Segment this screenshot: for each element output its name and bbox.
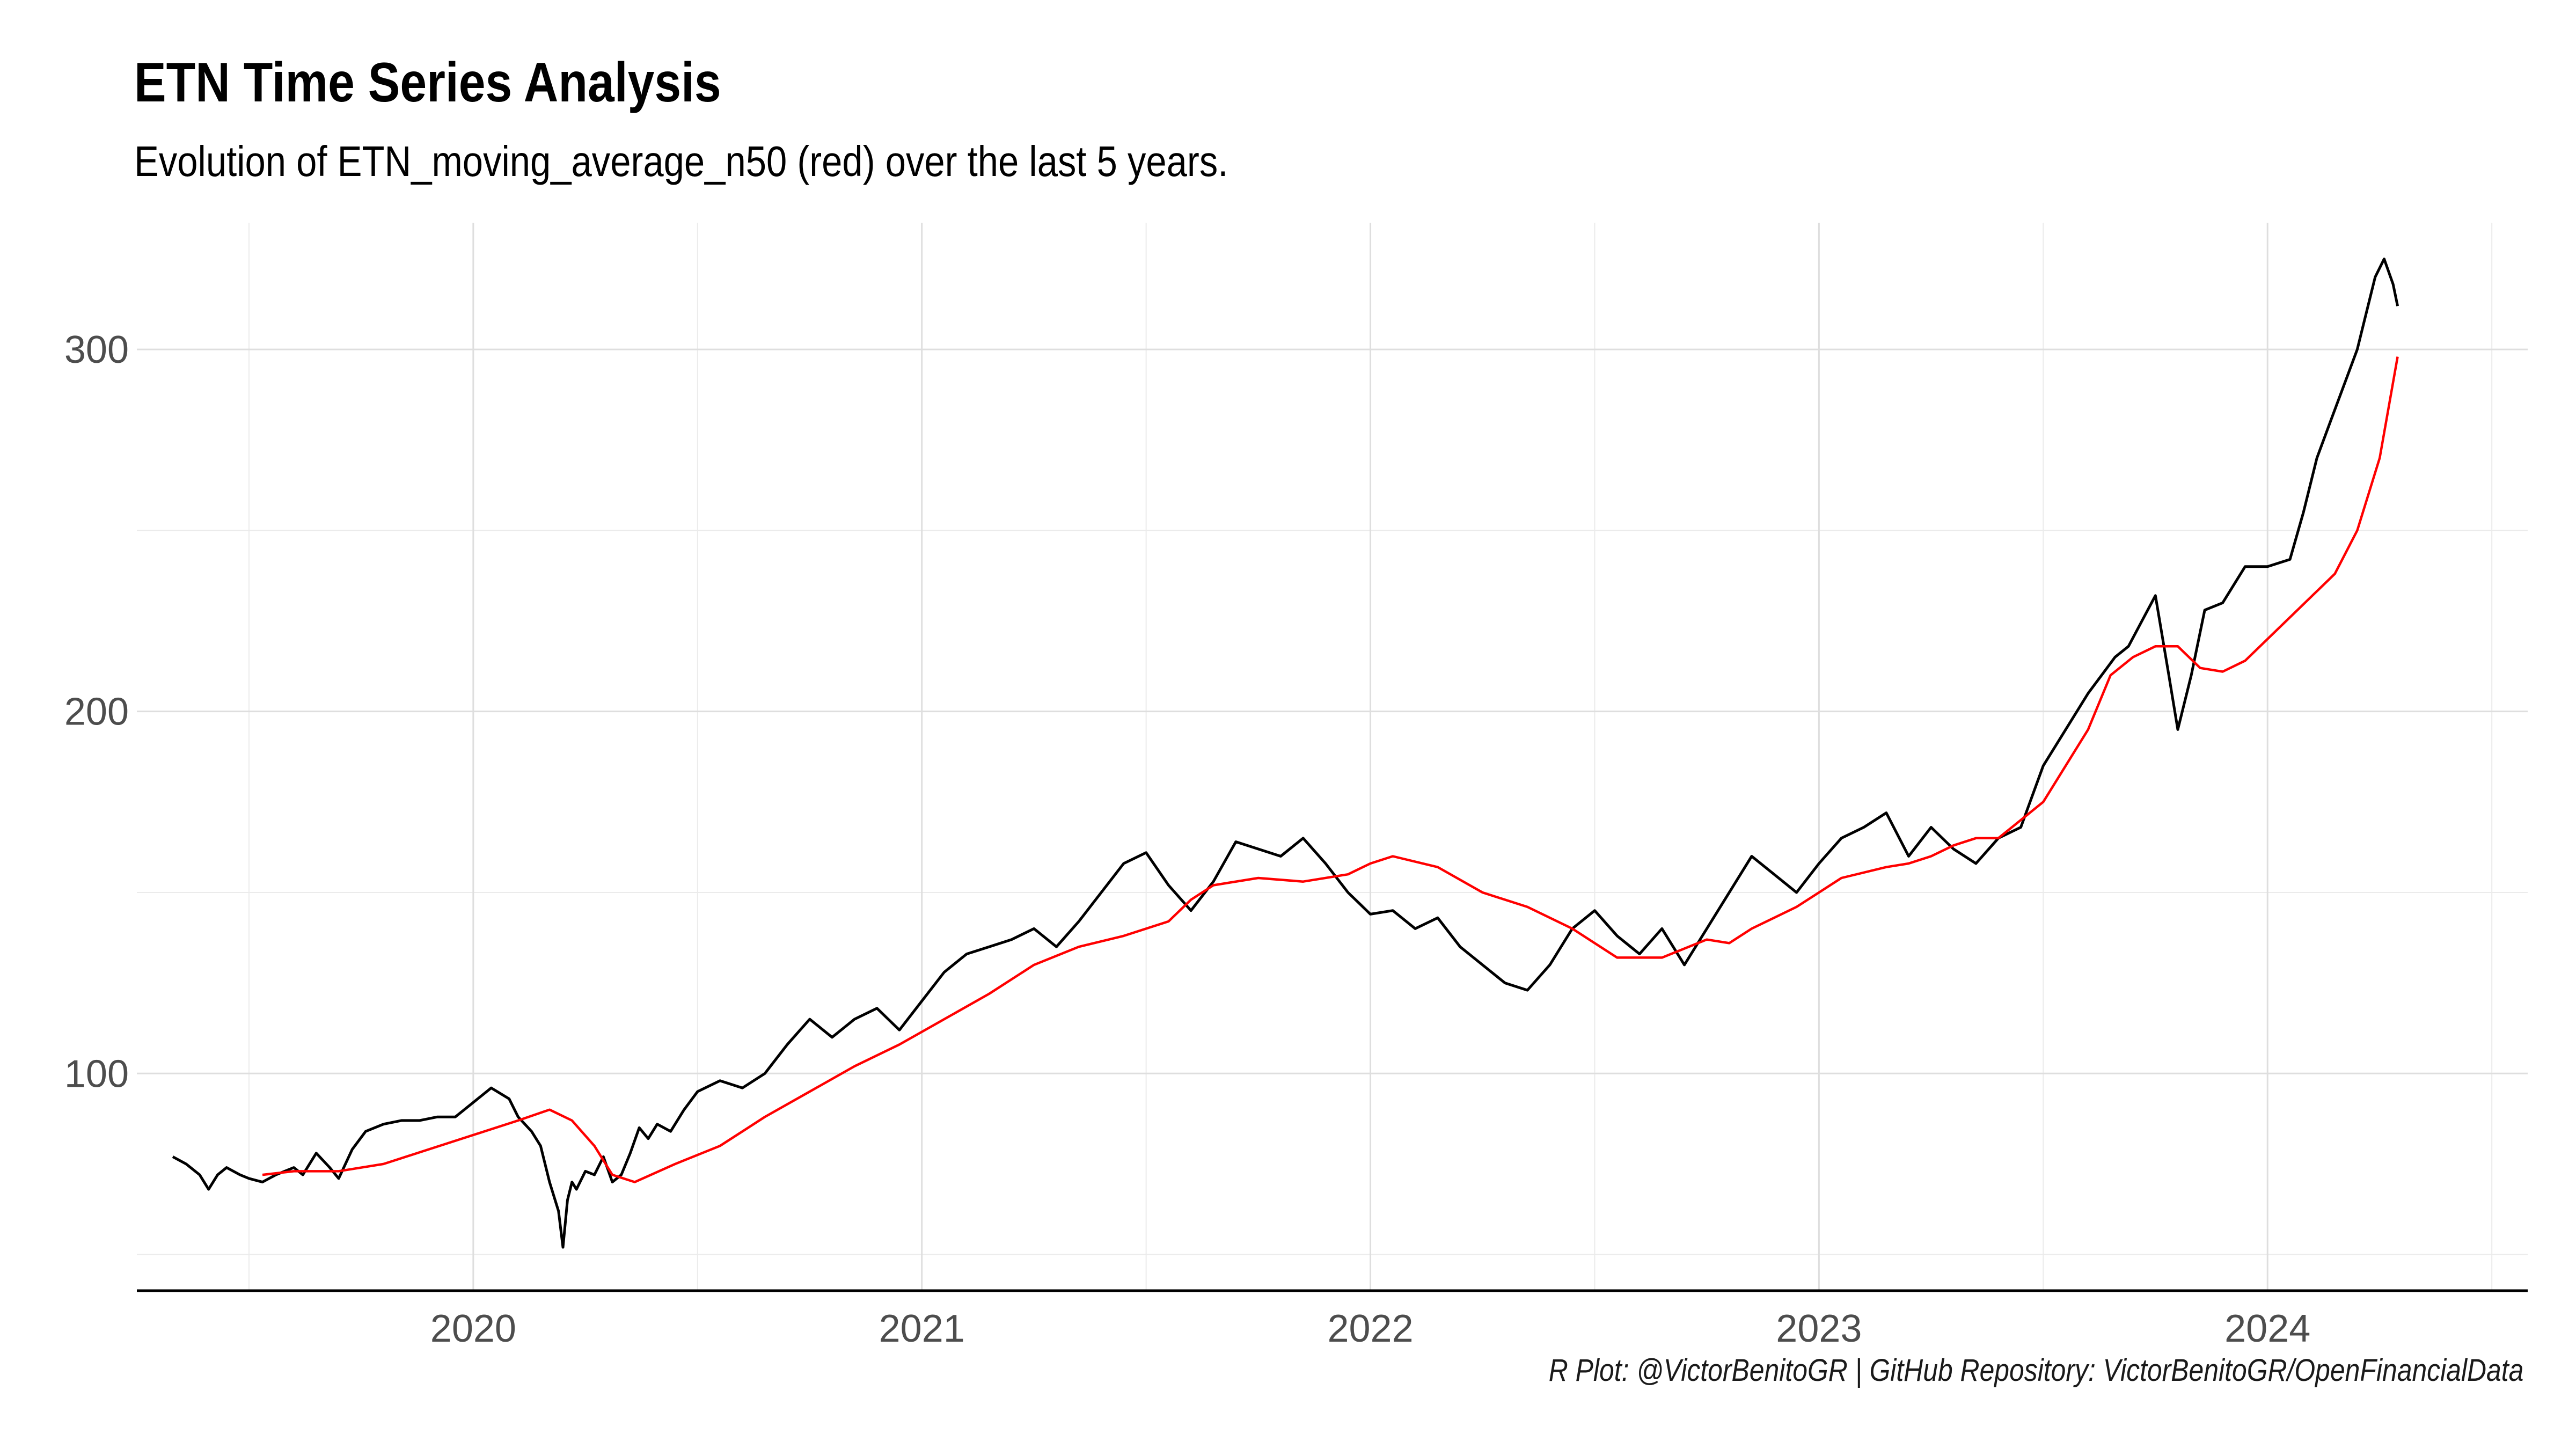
chart-subtitle: Evolution of ETN_moving_average_n50 (red… <box>134 137 1228 185</box>
x-tick-label: 2023 <box>1776 1307 1862 1350</box>
series-layer <box>172 258 2399 1249</box>
chart-title: ETN Time Series Analysis <box>134 52 721 114</box>
x-tick-label: 2021 <box>879 1307 965 1350</box>
series-line-moving-average <box>262 356 2399 1183</box>
x-tick-label: 2022 <box>1327 1307 1413 1350</box>
x-axis-tick-labels: 2020 2021 2022 2023 2024 <box>430 1307 2311 1350</box>
series-line-price <box>172 258 2399 1249</box>
y-tick-label: 100 <box>64 1052 129 1095</box>
y-axis-tick-labels: 100 200 300 <box>64 328 129 1095</box>
chart-caption: R Plot: @VictorBenitoGR | GitHub Reposit… <box>1548 1353 2523 1388</box>
x-tick-label: 2020 <box>430 1307 516 1350</box>
y-tick-label: 300 <box>64 328 129 371</box>
x-tick-label: 2024 <box>2224 1307 2310 1350</box>
grid-layer <box>137 223 2528 1291</box>
y-tick-label: 200 <box>64 691 129 734</box>
